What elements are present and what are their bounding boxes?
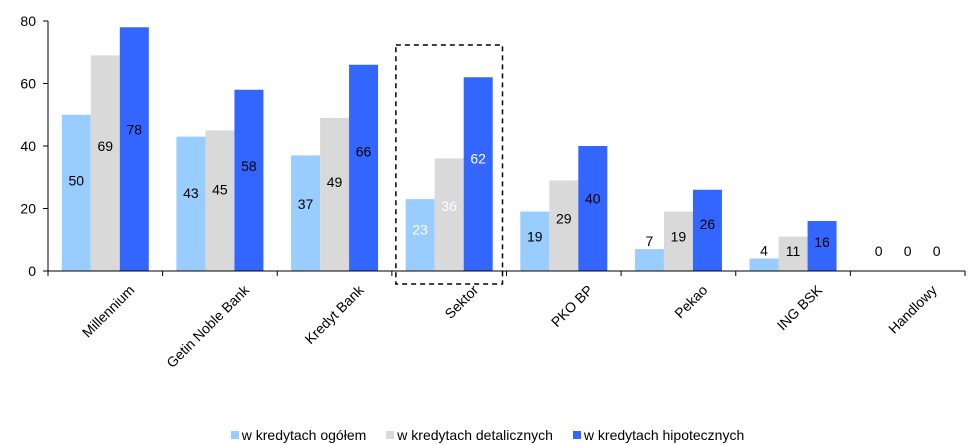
bar bbox=[405, 199, 435, 271]
data-labels: 50 69 78 43 45 58 37 49 66 23 36 62 19 29 40 7 19 26 4 11 16… bbox=[69, 122, 941, 259]
data-label: 19 bbox=[671, 229, 687, 245]
y-tick-label: 60 bbox=[20, 76, 36, 92]
data-label: 4 bbox=[760, 243, 768, 259]
data-label: 78 bbox=[127, 122, 143, 138]
y-tick-label: 40 bbox=[20, 138, 36, 154]
data-label: 26 bbox=[700, 216, 716, 232]
bars bbox=[61, 27, 837, 271]
y-tick-label: 20 bbox=[20, 201, 36, 217]
data-label: 40 bbox=[585, 191, 601, 207]
legend-item: w kredytach ogółem bbox=[230, 426, 367, 443]
x-tick-label: Millennium bbox=[79, 282, 138, 341]
data-label: 49 bbox=[327, 174, 343, 190]
bar bbox=[90, 55, 120, 271]
bar bbox=[349, 64, 379, 271]
x-tick-label: ING BSK bbox=[774, 281, 826, 333]
bar bbox=[291, 155, 321, 271]
x-axis: Millennium Getin Noble Bank Kredyt Bank Sek… bbox=[47, 270, 966, 371]
bar bbox=[61, 114, 91, 271]
legend-label: w kredytach detalicznych bbox=[397, 426, 553, 443]
bar bbox=[463, 77, 493, 271]
bar bbox=[578, 146, 608, 271]
data-label: 69 bbox=[98, 138, 114, 154]
x-tick-label: Sektor bbox=[441, 282, 481, 322]
bar bbox=[520, 211, 550, 271]
legend-label: w kredytach hipotecznych bbox=[583, 426, 745, 443]
x-tick-label: Kredyt Bank bbox=[301, 281, 367, 347]
data-label: 11 bbox=[786, 243, 801, 259]
data-label: 58 bbox=[241, 158, 257, 174]
data-label: 0 bbox=[933, 243, 941, 259]
legend-item: w kredytach detalicznych bbox=[386, 427, 553, 443]
bar bbox=[749, 258, 779, 271]
data-label: 43 bbox=[183, 185, 199, 201]
bar bbox=[692, 189, 722, 271]
bar bbox=[176, 136, 206, 271]
data-label: 36 bbox=[441, 198, 457, 214]
x-tick-label: Handlowy bbox=[885, 282, 940, 337]
data-label: 0 bbox=[904, 243, 912, 259]
data-label: 62 bbox=[470, 151, 486, 167]
bar bbox=[634, 249, 664, 271]
bar bbox=[234, 89, 264, 271]
data-label: 45 bbox=[212, 181, 228, 197]
data-label: 0 bbox=[875, 243, 883, 259]
bar bbox=[663, 211, 693, 271]
legend-swatch bbox=[386, 430, 395, 439]
y-axis: 0 20 40 60 80 bbox=[20, 13, 49, 279]
legend-item: w kredytach hipotecznych bbox=[572, 426, 745, 443]
legend-swatch bbox=[230, 430, 239, 439]
highlight-rect bbox=[395, 44, 504, 285]
x-tick-label: Getin Noble Bank bbox=[163, 281, 253, 371]
legend-label: w kredytach ogółem bbox=[241, 426, 367, 443]
bar bbox=[807, 221, 837, 271]
legend-swatch bbox=[572, 430, 581, 439]
data-label: 66 bbox=[356, 143, 372, 159]
bar bbox=[778, 236, 808, 271]
bar bbox=[549, 180, 579, 271]
legend: w kredytach ogółem w kredytach detaliczny… bbox=[0, 424, 975, 445]
data-label: 23 bbox=[412, 221, 428, 237]
highlight-box bbox=[395, 44, 504, 285]
data-label: 16 bbox=[814, 234, 830, 250]
data-label: 7 bbox=[646, 233, 654, 249]
x-tick-label: PKO BP bbox=[548, 282, 596, 330]
data-label: 29 bbox=[556, 210, 572, 226]
bar bbox=[119, 27, 149, 271]
y-tick-label: 80 bbox=[20, 13, 36, 29]
x-tick-label: Pekao bbox=[671, 282, 711, 322]
bar bbox=[320, 117, 350, 271]
y-tick-label: 0 bbox=[28, 263, 36, 279]
bar bbox=[434, 158, 464, 271]
data-label: 19 bbox=[527, 229, 543, 245]
data-label: 37 bbox=[298, 196, 314, 212]
data-label: 50 bbox=[69, 172, 85, 188]
bar bbox=[205, 130, 235, 271]
